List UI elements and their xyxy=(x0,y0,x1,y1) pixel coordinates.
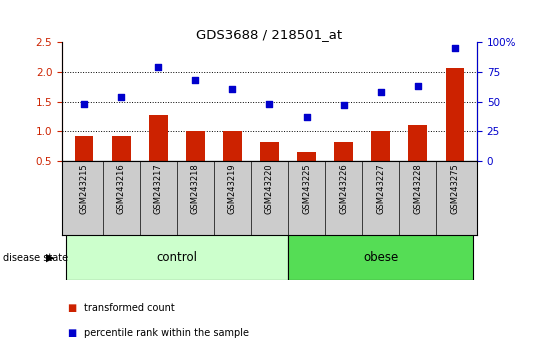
Bar xyxy=(446,68,464,161)
Point xyxy=(413,84,422,89)
Point xyxy=(302,114,311,120)
Point xyxy=(154,64,163,70)
Point xyxy=(340,103,348,108)
Bar xyxy=(298,152,316,161)
Text: GSM243220: GSM243220 xyxy=(265,163,274,214)
Text: GSM243228: GSM243228 xyxy=(413,163,422,214)
Title: GDS3688 / 218501_at: GDS3688 / 218501_at xyxy=(196,28,343,41)
Bar xyxy=(409,126,427,161)
Text: ■: ■ xyxy=(67,328,77,338)
Text: GSM243225: GSM243225 xyxy=(302,163,311,214)
Bar xyxy=(149,115,168,161)
Bar xyxy=(186,131,205,161)
Bar xyxy=(334,142,353,161)
Bar xyxy=(112,136,130,161)
Text: GSM243227: GSM243227 xyxy=(376,163,385,214)
Text: GSM243275: GSM243275 xyxy=(450,163,459,214)
Text: GSM243218: GSM243218 xyxy=(191,163,200,214)
Bar xyxy=(66,235,288,280)
Text: ▶: ▶ xyxy=(46,252,54,263)
Bar xyxy=(371,131,390,161)
Bar xyxy=(223,131,241,161)
Text: transformed count: transformed count xyxy=(84,303,174,313)
Text: control: control xyxy=(156,251,197,264)
Text: GSM243217: GSM243217 xyxy=(154,163,163,214)
Text: ■: ■ xyxy=(67,303,77,313)
Point xyxy=(80,101,88,107)
Bar xyxy=(260,142,279,161)
Text: obese: obese xyxy=(363,251,398,264)
Bar xyxy=(75,136,93,161)
Point xyxy=(376,90,385,95)
Bar xyxy=(288,235,473,280)
Point xyxy=(451,46,459,51)
Text: disease state: disease state xyxy=(3,252,68,263)
Text: GSM243219: GSM243219 xyxy=(228,163,237,214)
Point xyxy=(117,94,126,100)
Text: percentile rank within the sample: percentile rank within the sample xyxy=(84,328,248,338)
Point xyxy=(228,86,237,92)
Text: GSM243226: GSM243226 xyxy=(339,163,348,214)
Point xyxy=(265,101,274,107)
Point xyxy=(191,78,199,83)
Text: GSM243216: GSM243216 xyxy=(117,163,126,214)
Text: GSM243215: GSM243215 xyxy=(80,163,89,214)
